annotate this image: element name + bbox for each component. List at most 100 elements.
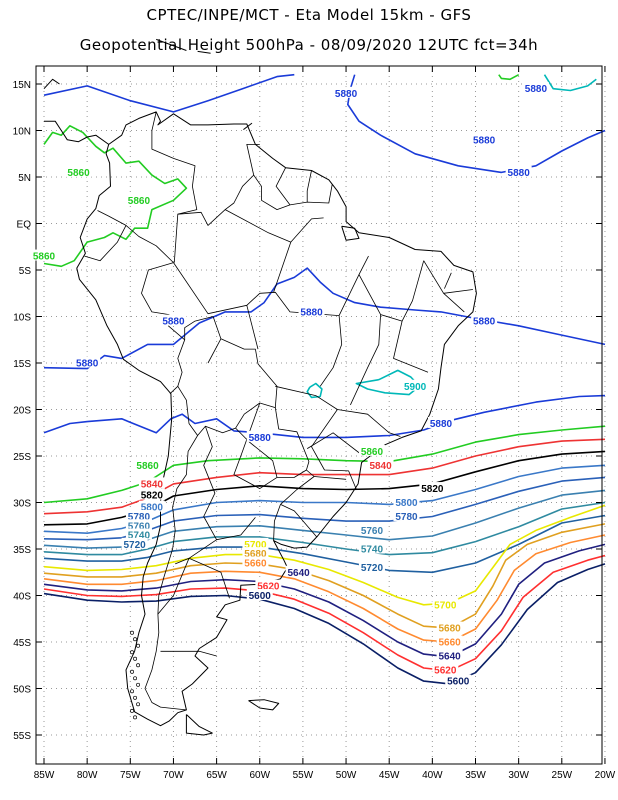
chilean-archipelago-island: [133, 715, 137, 720]
lat-label: 35S: [13, 545, 31, 556]
trinidad-coastline: [243, 122, 253, 130]
political-border: [443, 289, 473, 294]
contour-label: 5860: [67, 168, 90, 179]
contour-5900-northeast: [543, 74, 597, 92]
contour-label-bg: [138, 488, 165, 500]
political-border: [207, 338, 222, 364]
contour-label: 5720: [361, 563, 384, 574]
contour-label-bg: [255, 579, 282, 591]
political-border: [306, 170, 312, 203]
contour-label-bg: [160, 314, 187, 326]
contour-label: 5800: [141, 503, 164, 514]
longitude-labels: 85W 80W 75W 70W 65W 60W 55W 50W 45W 40W 35W 30W 25W 2…: [34, 770, 616, 781]
lon-label: 75W: [120, 770, 141, 781]
chilean-archipelago-island: [133, 656, 137, 661]
political-border: [275, 385, 401, 437]
map-frame: [35, 65, 603, 765]
contour-label-bg: [125, 528, 152, 540]
contour-label-bg: [358, 561, 385, 573]
contour-5880-south: [43, 394, 606, 439]
central-america-coastline: [44, 120, 109, 145]
contour-label: 5660: [244, 558, 267, 569]
contour-5880-north-west: [43, 73, 295, 113]
contour-5740: [43, 501, 606, 556]
latitude-labels: 15N 10N 5N EQ 5S 10S 15S 20S 25S 30S 35S 40S 45S 50S 5…: [13, 80, 32, 742]
political-border: [97, 210, 174, 263]
political-border: [203, 426, 256, 541]
chilean-archipelago-island: [130, 669, 134, 674]
contour-label-bg: [358, 444, 385, 456]
contour-label: 5880: [162, 317, 185, 328]
contour-5720: [43, 514, 606, 574]
contour-label-bg: [31, 249, 57, 261]
contour-label-bg: [419, 482, 446, 494]
contour-label-bg: [402, 379, 429, 391]
political-border: [160, 650, 217, 657]
contour-label-bg: [74, 356, 101, 368]
political-border: [306, 432, 364, 457]
lat-label: 55S: [13, 731, 31, 742]
chilean-archipelago-island: [133, 637, 137, 642]
political-border: [314, 476, 347, 480]
political-border: [393, 321, 429, 373]
political-border: [225, 209, 324, 243]
contour-label: 5880: [300, 307, 323, 318]
contour-5840: [43, 438, 606, 515]
political-border: [173, 255, 369, 316]
contour-label: 5680: [438, 624, 461, 635]
contour-label: 5840: [141, 479, 164, 490]
lon-label: 65W: [206, 770, 227, 781]
lat-label: 30S: [13, 499, 31, 510]
contour-label-bg: [471, 314, 498, 326]
contour-label: 5880: [249, 433, 272, 444]
contour-label: 5660: [438, 638, 461, 649]
contour-5600: [43, 563, 606, 685]
contour-label-bg: [436, 649, 463, 661]
coastlines-and-borders: [43, 38, 477, 736]
lat-label: 15N: [13, 80, 31, 91]
contour-label-bg: [246, 430, 273, 442]
contour-label: 5880: [76, 359, 99, 370]
chilean-archipelago-island: [133, 695, 137, 700]
political-border: [144, 435, 198, 711]
contour-label: 5680: [244, 549, 267, 560]
contour-label: 5820: [141, 491, 164, 502]
political-border: [274, 407, 310, 471]
contour-5860: [43, 425, 606, 504]
contour-labels: 5880 5880 5880 5880 5880 5880 5880 5880 5880 5880…: [31, 82, 549, 688]
contour-5880-north-east: [347, 74, 606, 174]
contour-label: 5700: [244, 540, 267, 551]
contour-label: 5820: [421, 484, 444, 495]
political-border: [311, 409, 357, 490]
political-border: [188, 557, 230, 599]
lon-label: 60W: [249, 770, 270, 781]
contour-label: 5860: [136, 461, 159, 472]
lat-label: 5S: [19, 266, 32, 277]
contour-label: 5900: [404, 382, 427, 393]
lat-label: 20S: [13, 406, 31, 417]
lon-label: 45W: [379, 770, 400, 781]
chilean-archipelago-island: [130, 650, 134, 655]
political-border: [280, 504, 318, 538]
lon-label: 35W: [465, 770, 486, 781]
lon-label: 30W: [508, 770, 529, 781]
contour-label: 5760: [361, 526, 384, 537]
political-border: [84, 225, 127, 262]
contour-5900-ring-east: [355, 369, 421, 396]
contour-label: 5860: [33, 252, 56, 263]
contour-label: 5880: [430, 419, 453, 430]
contour-label: 5880: [525, 84, 548, 95]
lat-label: 10N: [13, 127, 31, 138]
contour-label: 5640: [287, 568, 310, 579]
south-america-coastline: [76, 111, 477, 727]
contour-label-bg: [432, 598, 459, 610]
political-border: [177, 144, 260, 226]
political-border: [273, 504, 281, 541]
contour-label: 5760: [128, 521, 151, 532]
contour-label: 5740: [361, 545, 384, 556]
lon-label: 40W: [422, 770, 443, 781]
political-border: [246, 305, 259, 350]
chilean-archipelago-island: [130, 689, 134, 694]
lon-label: 55W: [293, 770, 314, 781]
political-border: [423, 260, 465, 313]
